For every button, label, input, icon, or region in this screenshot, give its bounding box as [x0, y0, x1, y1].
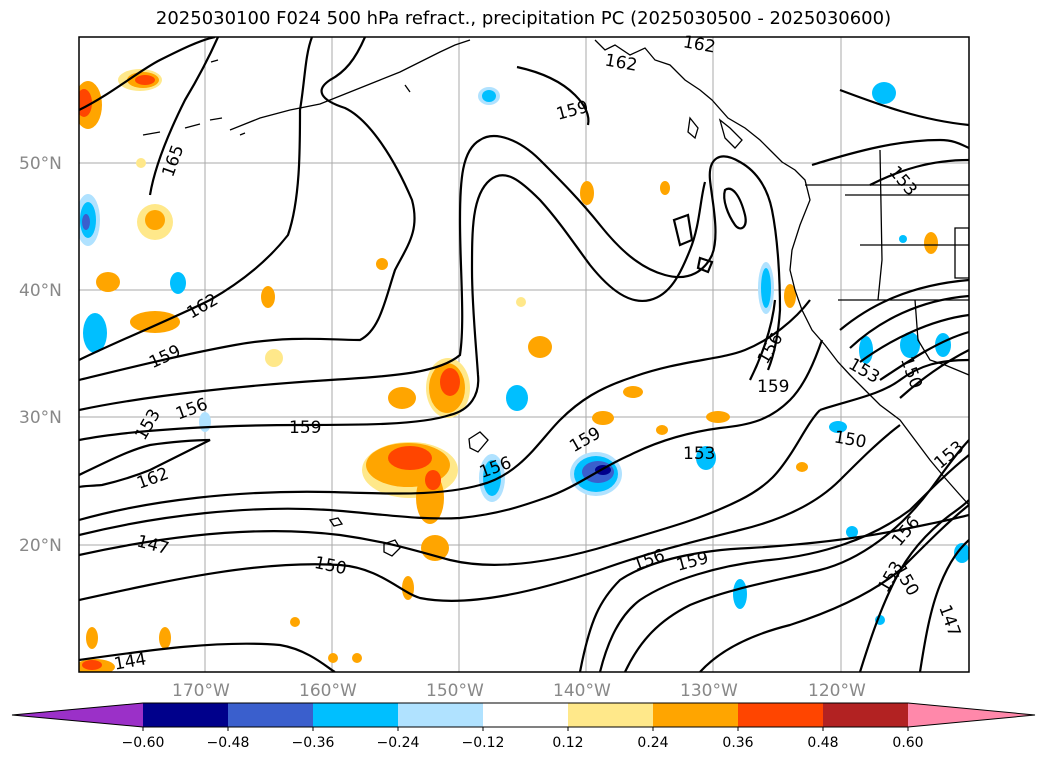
lon-label: 170°W — [172, 681, 230, 701]
colorbar-swatch — [483, 703, 568, 727]
colorbar-legend: −0.60 −0.48 −0.36 −0.24 −0.12 0.12 0.24 0.36 0.4… — [11, 702, 1036, 751]
contour-label: 153 — [683, 444, 715, 464]
colorbar-tick-label: −0.36 — [292, 735, 335, 751]
colorbar-swatch — [823, 703, 908, 727]
map-area — [79, 37, 969, 672]
colorbar-swatch — [738, 703, 823, 727]
colorbar-swatch — [143, 703, 228, 727]
colorbar-swatch — [568, 703, 653, 727]
lon-label: 150°W — [426, 681, 484, 701]
colorbar-tick-label: 0.60 — [892, 735, 923, 751]
lon-label: 140°W — [553, 681, 611, 701]
colorbar-tick-label: 0.12 — [552, 735, 583, 751]
colorbar-extend-min — [12, 703, 143, 727]
lat-label: 30°N — [19, 408, 62, 428]
colorbar-swatch — [228, 703, 313, 727]
lon-label: 160°W — [299, 681, 357, 701]
colorbar-extend-max — [908, 703, 1035, 727]
colorbar-swatch — [313, 703, 398, 727]
colorbar-tick-label: 0.36 — [722, 735, 753, 751]
colorbar-tick-label: −0.48 — [207, 735, 250, 751]
colorbar-tick-label: −0.24 — [377, 735, 420, 751]
lat-label: 50°N — [19, 154, 62, 174]
lat-label: 20°N — [19, 536, 62, 556]
colorbar-swatch — [398, 703, 483, 727]
colorbar-swatch — [653, 703, 738, 727]
precip-anomaly-fill — [79, 69, 969, 672]
lon-label: 120°W — [808, 681, 866, 701]
lon-label: 130°W — [680, 681, 738, 701]
lat-label: 40°N — [19, 281, 62, 301]
map-title: 2025030100 F024 500 hPa refract., precip… — [155, 8, 892, 29]
colorbar-tick-label: 0.48 — [807, 735, 838, 751]
map-frame — [78, 36, 970, 673]
latitude-labels: 50°N 40°N 30°N 20°N — [19, 154, 62, 556]
colorbar-tick-label: −0.12 — [462, 735, 505, 751]
longitude-labels: 170°W 160°W 150°W 140°W 130°W 120°W — [172, 681, 866, 701]
height-contours — [79, 37, 969, 672]
contour-label: 159 — [289, 418, 321, 438]
coastlines — [142, 39, 969, 557]
contour-label: 159 — [757, 377, 789, 397]
colorbar-tick-label: 0.24 — [637, 735, 668, 751]
colorbar-tick-label: −0.60 — [122, 735, 165, 751]
